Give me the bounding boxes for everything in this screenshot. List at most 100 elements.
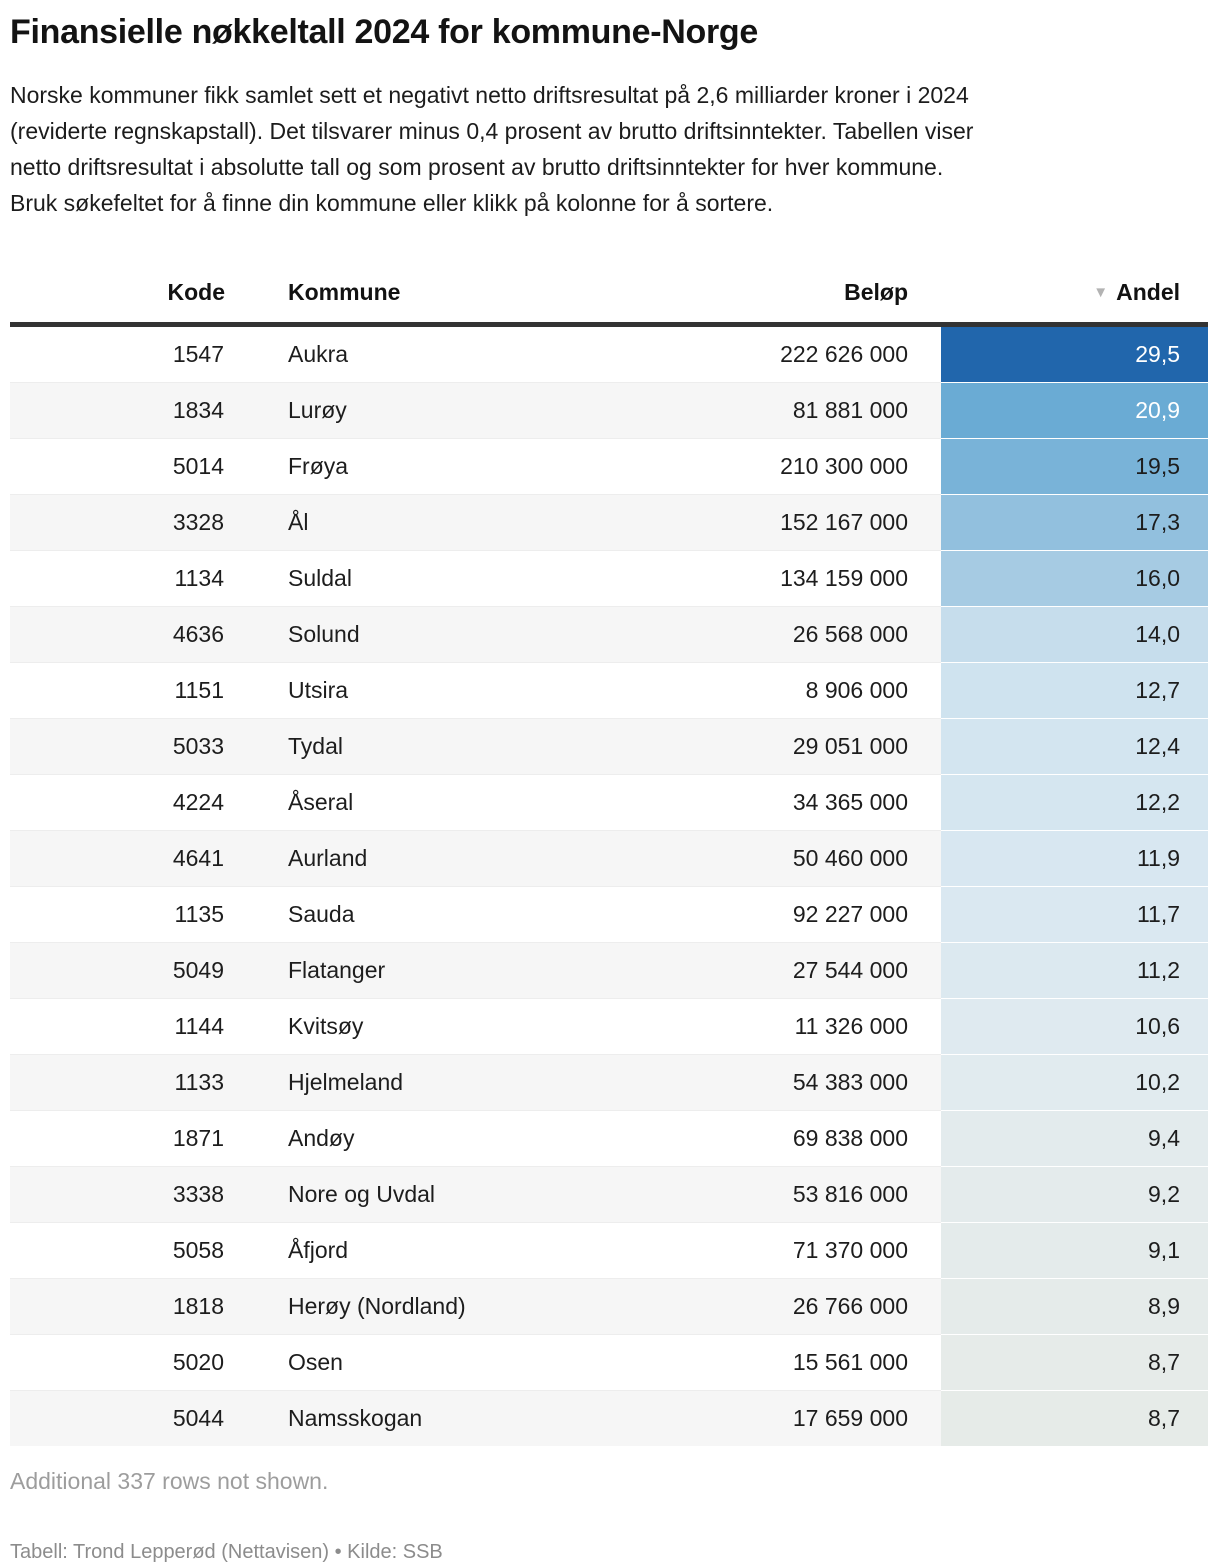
cell-belop: 69 838 000 [708, 1109, 941, 1167]
column-header-kommune[interactable]: Kommune [225, 248, 708, 327]
cell-andel: 12,7 [941, 661, 1208, 719]
table-row: 5049 Flatanger 27 544 000 11,2 [10, 941, 1208, 999]
cell-kode: 5014 [10, 437, 225, 495]
column-header-andel-label: Andel [1116, 278, 1180, 305]
table-body: 1547 Aukra 222 626 000 29,5 1834 Lurøy 81 881 … [10, 324, 1208, 1446]
cell-kommune: Aurland [225, 829, 708, 887]
cell-kode: 5058 [10, 1221, 225, 1279]
cell-belop: 27 544 000 [708, 941, 941, 999]
page-title: Finansielle nøkkeltall 2024 for kommune-… [10, 13, 758, 51]
cell-andel: 20,9 [941, 381, 1208, 439]
cell-belop: 152 167 000 [708, 493, 941, 551]
cell-kommune: Osen [225, 1333, 708, 1391]
cell-belop: 50 460 000 [708, 829, 941, 887]
cell-kode: 4636 [10, 605, 225, 663]
cell-belop: 29 051 000 [708, 717, 941, 775]
cell-kommune: Namsskogan [225, 1389, 708, 1446]
column-header-kode[interactable]: Kode [10, 248, 225, 327]
cell-belop: 134 159 000 [708, 549, 941, 607]
cell-kommune: Lurøy [225, 381, 708, 439]
cell-belop: 8 906 000 [708, 661, 941, 719]
table-row: 5020 Osen 15 561 000 8,7 [10, 1333, 1208, 1391]
description-line: Bruk søkefeltet for å finne din kommune … [10, 189, 774, 216]
cell-kode: 1135 [10, 885, 225, 943]
table-row: 1133 Hjelmeland 54 383 000 10,2 [10, 1053, 1208, 1111]
cell-kommune: Flatanger [225, 941, 708, 999]
cell-belop: 210 300 000 [708, 437, 941, 495]
cell-kode: 5049 [10, 941, 225, 999]
cell-kommune: Ål [225, 493, 708, 551]
table-row: 1151 Utsira 8 906 000 12,7 [10, 661, 1208, 719]
cell-belop: 15 561 000 [708, 1333, 941, 1391]
cell-kode: 5033 [10, 717, 225, 775]
cell-kode: 1134 [10, 549, 225, 607]
table-row: 1547 Aukra 222 626 000 29,5 [10, 324, 1208, 383]
cell-andel: 9,2 [941, 1165, 1208, 1223]
description-line: Norske kommuner fikk samlet sett et nega… [10, 81, 969, 108]
cell-belop: 81 881 000 [708, 381, 941, 439]
more-rows-note: Additional 337 rows not shown. [10, 1467, 329, 1494]
description-line: netto driftsresultat i absolutte tall og… [10, 153, 944, 180]
cell-belop: 54 383 000 [708, 1053, 941, 1111]
column-header-belop[interactable]: Beløp [708, 248, 941, 327]
cell-kode: 1144 [10, 997, 225, 1055]
cell-kode: 5044 [10, 1389, 225, 1446]
cell-kommune: Herøy (Nordland) [225, 1277, 708, 1335]
description: Norske kommuner fikk samlet sett et nega… [10, 77, 1210, 221]
cell-belop: 11 326 000 [708, 997, 941, 1055]
cell-kommune: Solund [225, 605, 708, 663]
cell-kode: 5020 [10, 1333, 225, 1391]
cell-belop: 34 365 000 [708, 773, 941, 831]
cell-kommune: Suldal [225, 549, 708, 607]
cell-andel: 11,7 [941, 885, 1208, 943]
description-line: (reviderte regnskapstall). Det tilsvarer… [10, 117, 974, 144]
cell-andel: 9,1 [941, 1221, 1208, 1279]
cell-kode: 3328 [10, 493, 225, 551]
cell-kode: 4224 [10, 773, 225, 831]
table-row: 5014 Frøya 210 300 000 19,5 [10, 437, 1208, 495]
cell-andel: 17,3 [941, 493, 1208, 551]
cell-belop: 92 227 000 [708, 885, 941, 943]
table-row: 1818 Herøy (Nordland) 26 766 000 8,9 [10, 1277, 1208, 1335]
page-container: Finansielle nøkkeltall 2024 for kommune-… [0, 12, 1220, 1564]
table-row: 3338 Nore og Uvdal 53 816 000 9,2 [10, 1165, 1208, 1223]
credit-line: Tabell: Trond Lepperød (Nettavisen) • Ki… [10, 1540, 443, 1563]
cell-andel: 10,2 [941, 1053, 1208, 1111]
cell-andel: 16,0 [941, 549, 1208, 607]
cell-andel: 11,2 [941, 941, 1208, 999]
table-row: 1834 Lurøy 81 881 000 20,9 [10, 381, 1208, 439]
table-row: 4636 Solund 26 568 000 14,0 [10, 605, 1208, 663]
cell-kommune: Hjelmeland [225, 1053, 708, 1111]
cell-kommune: Sauda [225, 885, 708, 943]
column-header-andel[interactable]: ▼ Andel [941, 248, 1208, 327]
cell-kommune: Åfjord [225, 1221, 708, 1279]
table-row: 4641 Aurland 50 460 000 11,9 [10, 829, 1208, 887]
cell-kommune: Åseral [225, 773, 708, 831]
cell-andel: 10,6 [941, 997, 1208, 1055]
cell-andel: 11,9 [941, 829, 1208, 887]
table-row: 1135 Sauda 92 227 000 11,7 [10, 885, 1208, 943]
cell-belop: 17 659 000 [708, 1389, 941, 1446]
table-row: 5058 Åfjord 71 370 000 9,1 [10, 1221, 1208, 1279]
cell-andel: 19,5 [941, 437, 1208, 495]
table-header-row: Kode Kommune Beløp ▼ Andel [10, 248, 1208, 327]
cell-kommune: Andøy [225, 1109, 708, 1167]
cell-andel: 9,4 [941, 1109, 1208, 1167]
table-row: 5033 Tydal 29 051 000 12,4 [10, 717, 1208, 775]
cell-kode: 1133 [10, 1053, 225, 1111]
cell-belop: 26 766 000 [708, 1277, 941, 1335]
cell-kode: 3338 [10, 1165, 225, 1223]
data-table: Kode Kommune Beløp ▼ Andel 1547 Aukra 222 6… [10, 248, 1208, 1446]
cell-kommune: Utsira [225, 661, 708, 719]
cell-kode: 1871 [10, 1109, 225, 1167]
cell-andel: 29,5 [941, 324, 1208, 383]
table-row: 4224 Åseral 34 365 000 12,2 [10, 773, 1208, 831]
cell-kommune: Aukra [288, 340, 349, 367]
cell-kode: 1834 [10, 381, 225, 439]
cell-andel: 8,7 [941, 1389, 1208, 1446]
sort-desc-icon: ▼ [1093, 283, 1109, 301]
cell-belop: 71 370 000 [708, 1221, 941, 1279]
cell-andel: 14,0 [941, 605, 1208, 663]
cell-belop: 53 816 000 [708, 1165, 941, 1223]
cell-andel: 8,9 [941, 1277, 1208, 1335]
